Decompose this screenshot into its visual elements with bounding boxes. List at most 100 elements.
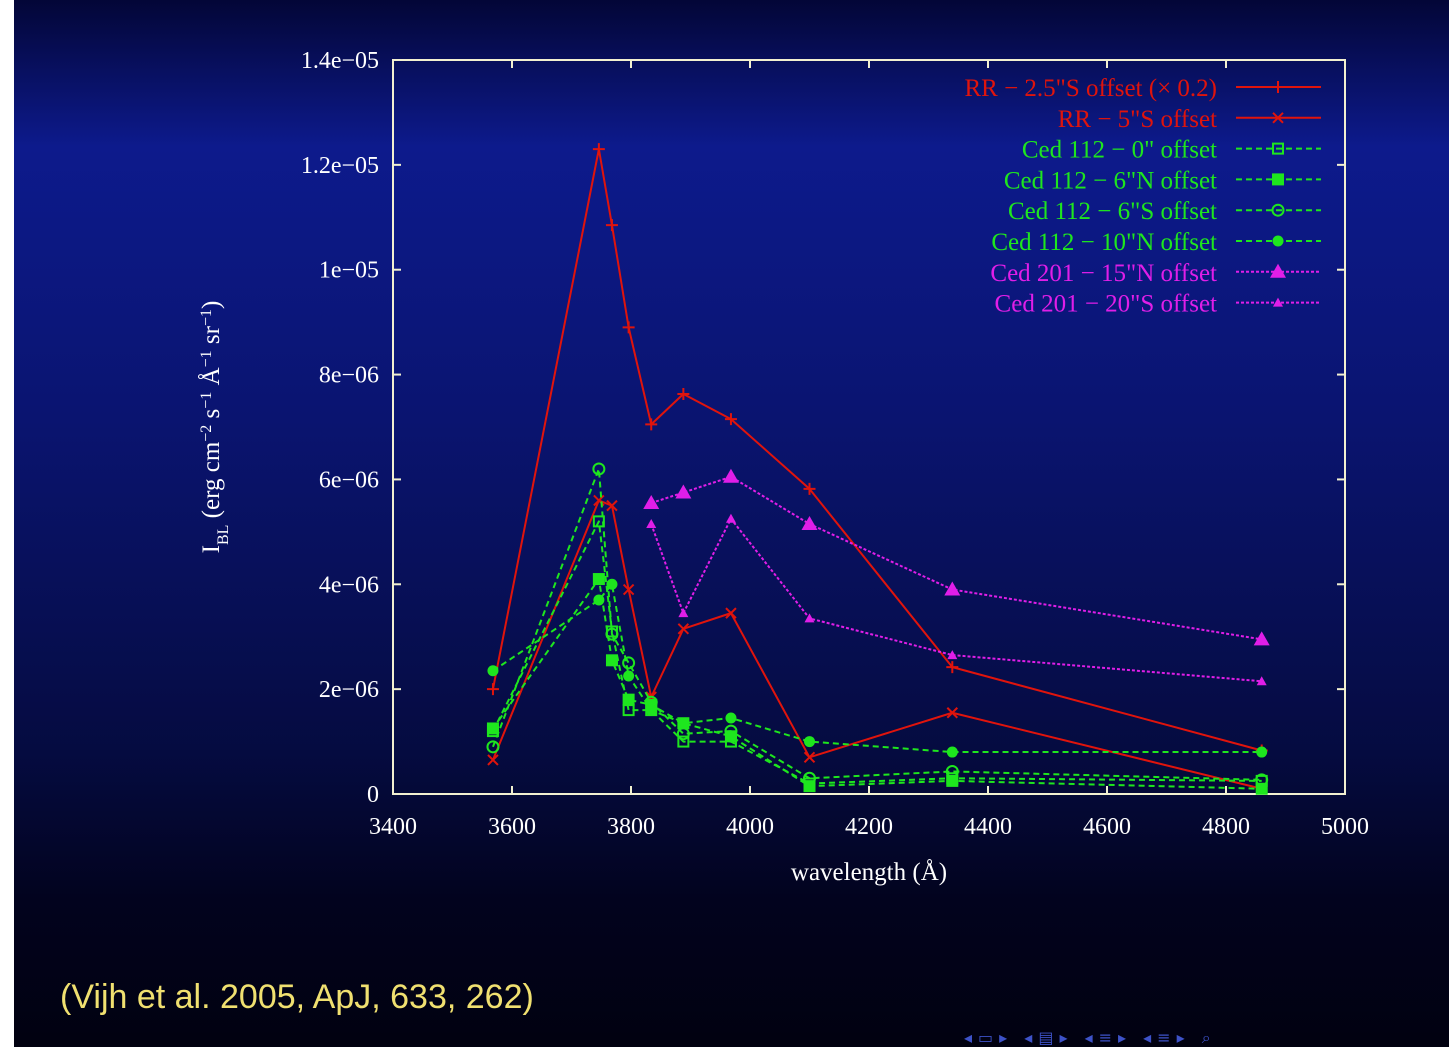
arrow-right-icon[interactable]: ▸ xyxy=(1059,1028,1074,1047)
data-point xyxy=(593,594,605,606)
y-tick-label: 6e−06 xyxy=(319,467,379,493)
subsection-icon[interactable]: ≡ xyxy=(1098,1028,1118,1047)
data-point xyxy=(605,219,618,232)
data-point xyxy=(487,665,499,677)
series-3 xyxy=(486,515,1268,790)
y-tick-labels: 0 2e−06 4e−06 6e−06 8e−06 1e−05 1.2e−05 1.4e−05 xyxy=(301,48,379,808)
data-point xyxy=(622,656,636,670)
data-point xyxy=(725,513,736,523)
series-line xyxy=(492,467,1262,781)
y-axis-label: IBL (erg cm−2 s−1 Å−1 sr−1) xyxy=(198,301,232,554)
data-point xyxy=(486,722,499,735)
x-tick-label: 4600 xyxy=(1083,814,1131,840)
data-point xyxy=(487,754,499,766)
data-point xyxy=(725,712,737,724)
arrow-left-icon[interactable]: ◂ xyxy=(1024,1028,1039,1047)
series-line xyxy=(491,148,1262,752)
legend-label: Ced 112 − 6"S offset xyxy=(1008,198,1217,225)
slide-background: 3400 3600 3800 4000 4200 4400 4600 4800 5000 0 2e… xyxy=(14,0,1449,1047)
data-point xyxy=(946,707,959,719)
data-point xyxy=(1255,782,1268,795)
x-tick-label: 3800 xyxy=(607,814,655,840)
legend: RR − 2.5"S offset (× 0.2) RR − 5"S offset… xyxy=(964,75,1321,318)
data-point xyxy=(946,746,958,758)
data-point xyxy=(605,654,618,667)
legend-entry: Ced 112 − 0" offset xyxy=(1022,137,1321,164)
arrow-left-icon[interactable]: ◂ xyxy=(1084,1028,1099,1047)
series-8 xyxy=(646,513,1267,686)
arrow-left-icon[interactable]: ◂ xyxy=(1143,1028,1158,1047)
arrow-right-icon[interactable]: ▸ xyxy=(1176,1028,1191,1047)
series-2 xyxy=(487,494,1268,795)
data-point xyxy=(606,499,618,512)
data-point xyxy=(592,573,605,586)
data-point xyxy=(677,387,690,400)
data-point xyxy=(605,627,619,641)
data-point xyxy=(722,468,739,483)
series-1 xyxy=(486,143,1268,757)
legend-marker xyxy=(1272,142,1284,155)
data-point xyxy=(724,413,737,426)
x-tick-label: 3400 xyxy=(369,814,417,840)
series-line xyxy=(492,499,1262,790)
legend-entry: RR − 2.5"S offset (× 0.2) xyxy=(964,75,1321,102)
legend-marker xyxy=(1272,173,1284,186)
x-tick-label: 4800 xyxy=(1202,814,1250,840)
y-tick-label: 1.2e−05 xyxy=(301,153,379,179)
data-point xyxy=(678,608,689,618)
legend-marker xyxy=(1272,235,1284,247)
legend-label: RR − 2.5"S offset (× 0.2) xyxy=(964,75,1217,102)
data-point xyxy=(646,518,657,528)
data-point xyxy=(803,771,816,785)
data-point xyxy=(945,764,959,778)
data-point xyxy=(592,143,605,156)
arrow-right-icon[interactable]: ▸ xyxy=(999,1028,1014,1047)
legend-label: RR − 5"S offset xyxy=(1058,106,1217,133)
legend-label: Ced 201 − 15"N offset xyxy=(990,260,1217,287)
legend-marker xyxy=(1273,297,1283,307)
data-point xyxy=(622,583,635,596)
series-line xyxy=(650,517,1262,683)
data-point xyxy=(1256,676,1267,686)
section-icon[interactable]: ▤ xyxy=(1038,1028,1060,1047)
data-point xyxy=(486,683,499,696)
data-point xyxy=(645,704,657,716)
legend-entry: Ced 201 − 20"S offset xyxy=(995,291,1321,318)
y-tick-label: 1e−05 xyxy=(319,258,379,284)
search-icon[interactable]: ⌕ xyxy=(1201,1028,1217,1047)
x-tick-label: 5000 xyxy=(1321,814,1369,840)
x-tick-labels: 3400 3600 3800 4000 4200 4400 4600 4800 5000 xyxy=(369,814,1369,840)
x-axis-label: wavelength (Å) xyxy=(791,859,947,886)
legend-label: Ced 201 − 20"S offset xyxy=(995,291,1218,318)
series-5 xyxy=(486,462,1269,787)
series-7 xyxy=(643,468,1270,646)
data-point xyxy=(643,495,660,510)
data-point xyxy=(622,321,635,334)
beamer-nav-bar: ◂▭▸ ◂▤▸ ◂≡▸ ◂≡▸ ⌕ xyxy=(964,1028,1444,1047)
y-tick-label: 8e−06 xyxy=(319,363,379,389)
legend-entry: Ced 112 − 6"N offset xyxy=(1004,167,1321,194)
data-point xyxy=(803,482,816,495)
data-point xyxy=(486,740,500,754)
data-point xyxy=(1255,773,1269,787)
series-line xyxy=(492,583,1262,754)
data-point xyxy=(677,717,689,729)
data-point xyxy=(804,613,815,623)
frame-icon[interactable]: ▭ xyxy=(978,1028,1000,1047)
y-tick-label: 4e−06 xyxy=(319,572,379,598)
data-point xyxy=(944,581,961,596)
legend-entry: Ced 112 − 6"S offset xyxy=(1008,198,1321,225)
axis-ticks xyxy=(392,59,1346,795)
subsection-icon[interactable]: ≡ xyxy=(1157,1028,1177,1047)
arrow-left-icon[interactable]: ◂ xyxy=(964,1028,979,1047)
y-tick-label: 1.4e−05 xyxy=(301,48,379,74)
data-point xyxy=(645,418,658,431)
blue-luminescence-chart: 3400 3600 3800 4000 4200 4400 4600 4800 5000 0 2e… xyxy=(198,48,1370,886)
series-6 xyxy=(487,578,1268,758)
data-point xyxy=(725,607,737,619)
legend-marker xyxy=(1272,112,1284,124)
legend-marker xyxy=(1271,203,1285,217)
legend-marker xyxy=(1272,81,1284,93)
arrow-right-icon[interactable]: ▸ xyxy=(1118,1028,1133,1047)
data-point xyxy=(1256,746,1268,758)
